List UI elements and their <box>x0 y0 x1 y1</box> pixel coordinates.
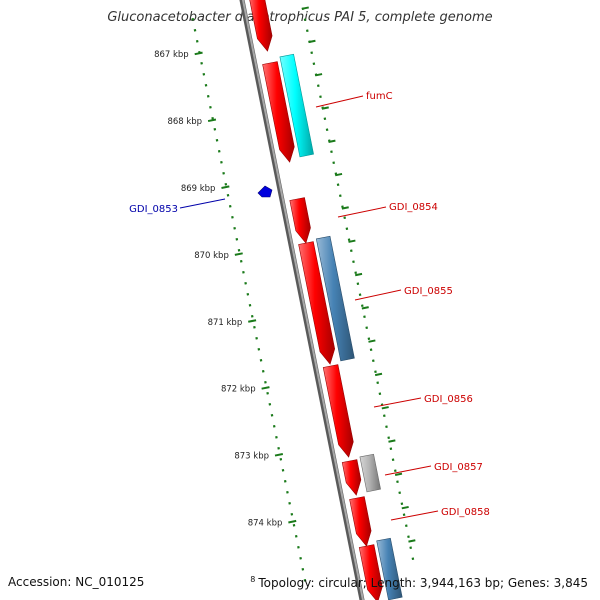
kbp-label: 869 kbp <box>181 184 216 194</box>
tick-major-right <box>348 239 356 243</box>
kbp-major-tick <box>234 252 243 256</box>
tick-major-right <box>341 206 349 210</box>
tick-major-right <box>308 39 316 44</box>
tick-major-right <box>334 172 343 177</box>
gene-arrow <box>322 364 354 458</box>
leader-line-gdi-0857 <box>384 465 432 476</box>
leader-line-gdi-0854 <box>337 206 387 218</box>
kbp-label: 872 kbp <box>221 385 256 395</box>
tick-major-right <box>354 272 363 277</box>
kbp-major-tick <box>221 185 230 189</box>
gene-arrow <box>262 61 295 163</box>
kbp-major-tick <box>194 51 203 56</box>
gene-label-fumC: fumC <box>366 91 393 102</box>
gene-arrow <box>249 0 273 52</box>
gene-label-gdi-0856: GDI_0856 <box>424 394 473 405</box>
gene-label-gdi-0858: GDI_0858 <box>441 507 490 518</box>
tick-major-right <box>388 439 396 443</box>
leader-line-gdi-0855 <box>354 289 402 301</box>
tick-major-right <box>394 472 403 477</box>
kbp-major-tick <box>248 319 257 323</box>
gene-arrow <box>349 496 372 547</box>
gene-feature-blue <box>315 235 355 362</box>
leader-line-fumC <box>315 95 364 108</box>
gene-label-gdi-0854: GDI_0854 <box>389 202 438 213</box>
gene-arrow <box>358 544 383 600</box>
tick-major-right <box>328 139 336 144</box>
gene-arrow <box>289 197 311 244</box>
genome-summary-text: Topology: circular; Length: 3,944,163 bp… <box>258 576 588 590</box>
accession-label: Accession: NC_010125 <box>8 575 145 589</box>
tick-major-right <box>408 539 416 543</box>
kbp-label: 871 kbp <box>208 318 243 328</box>
tick-major-right <box>401 505 409 510</box>
tick-major-right <box>381 406 389 410</box>
kbp-label: 867 kbp <box>154 50 189 60</box>
gene-feature-gray <box>359 453 381 493</box>
gene-feature-blue <box>376 537 403 600</box>
leader-line-gdi-0858 <box>390 510 439 521</box>
gene-arrow-0853 <box>257 185 273 198</box>
kbp-major-tick <box>288 519 297 524</box>
kbp-major-tick <box>207 118 217 123</box>
topology-marker: 8 <box>250 575 256 584</box>
kbp-label: 874 kbp <box>248 518 283 528</box>
kbp-label: 868 kbp <box>167 117 202 127</box>
kbp-label: 873 kbp <box>234 452 269 462</box>
gene-arrow <box>341 459 362 496</box>
gene-label-gdi-0855: GDI_0855 <box>404 286 453 297</box>
leader-line-gdi-0853 <box>179 198 226 209</box>
kbp-label: 870 kbp <box>194 251 229 261</box>
tick-major-right <box>361 306 369 310</box>
tick-major-right <box>321 106 329 110</box>
tick-major-right <box>374 372 383 377</box>
gene-label-gdi-0857: GDI_0857 <box>434 462 483 473</box>
leader-line-gdi-0856 <box>373 397 422 408</box>
gene-feature-cyan <box>279 53 314 158</box>
tick-major-right <box>368 339 376 343</box>
tick-major-right <box>315 73 323 77</box>
gene-arrow <box>298 241 336 365</box>
genome-summary: 8 Topology: circular; Length: 3,944,163 b… <box>250 575 588 590</box>
map-title: Gluconacetobacter diazotrophicus PAI 5, … <box>107 10 493 25</box>
genome-backbone-highlight <box>241 0 365 600</box>
gene-label-gdi-0853: GDI_0853 <box>129 204 178 215</box>
kbp-major-tick <box>261 386 270 390</box>
kbp-major-tick <box>274 453 284 457</box>
tick-major-right <box>301 6 309 10</box>
